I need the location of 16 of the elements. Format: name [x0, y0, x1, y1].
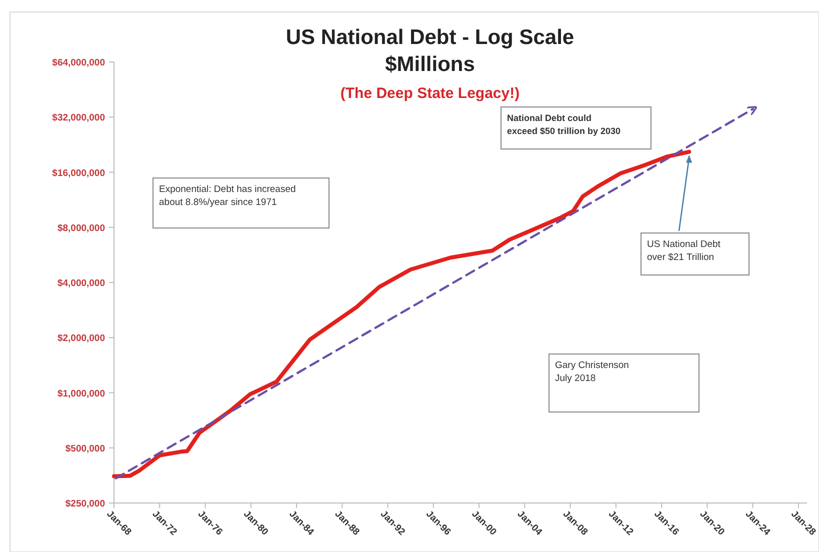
annotation: (The Deep State Legacy!) — [340, 85, 520, 102]
y-tick-label: $16,000,000 — [52, 168, 105, 179]
annotation: National Debt could exceed $50 trillion by 2030 — [507, 113, 621, 136]
annotation: Exponential: Debt has increased about 8.8%/year since 1971 — [159, 184, 296, 208]
annotation: US National Debt over $21 Trillion — [647, 239, 721, 263]
y-tick-label: $1,000,000 — [57, 388, 105, 400]
chart-subtitle: $Millions — [385, 53, 475, 76]
y-tick-label: $500,000 — [65, 443, 105, 454]
y-tick-label: $32,000,000 — [52, 112, 105, 124]
y-tick-label: $250,000 — [65, 498, 105, 510]
y-tick-label: $8,000,000 — [57, 222, 105, 234]
chart-title: US National Debt - Log Scale — [286, 26, 574, 49]
y-tick-label: $4,000,000 — [57, 278, 105, 289]
annotation: Gary Christenson July 2018 — [555, 360, 629, 384]
y-tick-label: $64,000,000 — [52, 58, 105, 68]
y-tick-label: $2,000,000 — [57, 333, 105, 344]
